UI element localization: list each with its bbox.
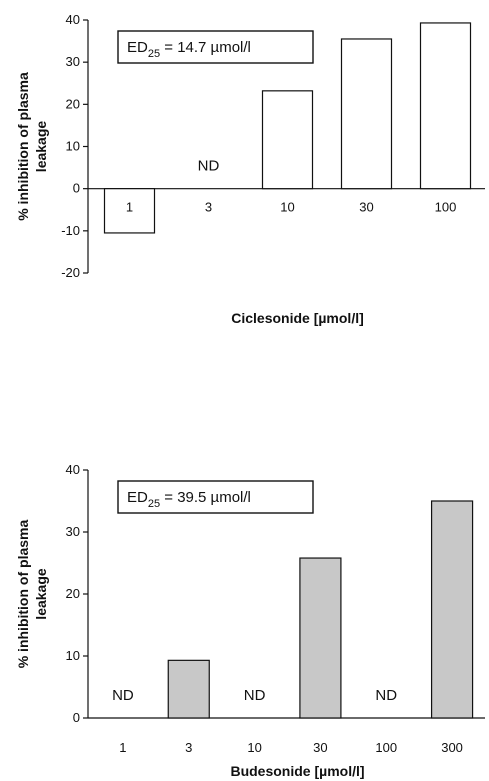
bar [261,90,314,190]
y-tick-label: 10 [66,648,80,663]
x-tick-label: 30 [359,200,373,215]
bar [299,557,342,719]
nd-label: ND [244,687,266,704]
x-tick-label: 10 [247,740,261,755]
bar [340,38,393,190]
bar [103,188,156,234]
y-tick-label: 10 [66,139,80,154]
y-tick-label: -10 [61,223,80,238]
bar [167,659,210,719]
x-tick-label: 1 [119,740,126,755]
y-tick-label: -20 [61,265,80,280]
bar [419,22,472,190]
y-tick-label: 0 [73,181,80,196]
nd-label: ND [375,687,397,704]
budesonide-chart: 0 10 20 30 40 ND ND ND 1 3 10 30 100 300 Budesonide [µ… [15,462,485,779]
y-axis-title-line2: leakage [33,121,49,173]
x-tick-label: 30 [313,740,327,755]
y-axis-title-line1: % inhibition of plasma [15,520,31,669]
nd-label: ND [198,158,220,175]
y-tick-label: 20 [66,586,80,601]
x-tick-label: 10 [280,200,294,215]
annotation-text: ED25 = 14.7 µmol/l [127,39,251,60]
bar [430,500,474,719]
annotation-box [117,30,314,64]
y-tick-label: 30 [66,524,80,539]
ciclesonide-chart: -20 -10 0 10 20 30 40 ND 1 3 10 30 100 Ciclesonide [µ… [15,12,485,326]
nd-label: ND [112,687,134,704]
y-axis-title-line2: leakage [33,568,49,620]
y-tick-label: 0 [73,710,80,725]
x-axis-title: Ciclesonide [µmol/l] [231,310,364,326]
y-axis-title-line1: % inhibition of plasma [15,72,31,221]
x-tick-label: 3 [185,740,192,755]
x-tick-label: 1 [126,200,133,215]
y-tick-label: 30 [66,54,80,69]
x-tick-label: 100 [435,200,457,215]
annotation-text: ED25 = 39.5 µmol/l [127,489,251,510]
y-tick-label: 20 [66,96,80,111]
x-axis-title: Budesonide [µmol/l] [230,763,364,779]
annotation-box [117,480,314,514]
y-tick-label: 40 [66,462,80,477]
x-tick-label: 3 [205,200,212,215]
x-tick-label: 300 [441,740,463,755]
x-tick-label: 100 [375,740,397,755]
y-tick-label: 40 [66,12,80,27]
